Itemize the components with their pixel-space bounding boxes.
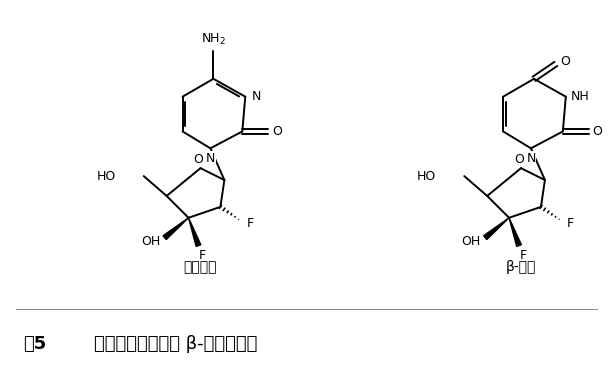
Text: HO: HO bbox=[417, 169, 437, 183]
Text: O: O bbox=[560, 55, 570, 69]
Polygon shape bbox=[509, 218, 521, 246]
Polygon shape bbox=[188, 218, 201, 246]
Text: β-尿苷: β-尿苷 bbox=[506, 260, 536, 274]
Text: 图5: 图5 bbox=[23, 335, 47, 353]
Text: HO: HO bbox=[96, 169, 116, 183]
Text: OH: OH bbox=[462, 235, 481, 248]
Polygon shape bbox=[484, 218, 509, 240]
Text: 吉西他滨及其杂质 β-尿苷结构式: 吉西他滨及其杂质 β-尿苷结构式 bbox=[71, 335, 257, 353]
Text: N: N bbox=[252, 90, 261, 103]
Text: O: O bbox=[593, 125, 602, 138]
Polygon shape bbox=[163, 218, 188, 240]
Text: O: O bbox=[514, 153, 524, 166]
Text: NH: NH bbox=[570, 90, 589, 103]
Text: F: F bbox=[567, 217, 574, 230]
Text: F: F bbox=[247, 217, 254, 230]
Text: OH: OH bbox=[141, 235, 160, 248]
Text: N: N bbox=[526, 152, 535, 165]
Text: N: N bbox=[206, 152, 215, 165]
Text: NH$_2$: NH$_2$ bbox=[201, 31, 226, 47]
Text: F: F bbox=[199, 249, 206, 262]
Text: F: F bbox=[519, 249, 527, 262]
Text: O: O bbox=[193, 153, 203, 166]
Text: 吉西他滨: 吉西他滨 bbox=[184, 260, 217, 274]
Text: O: O bbox=[272, 125, 282, 138]
